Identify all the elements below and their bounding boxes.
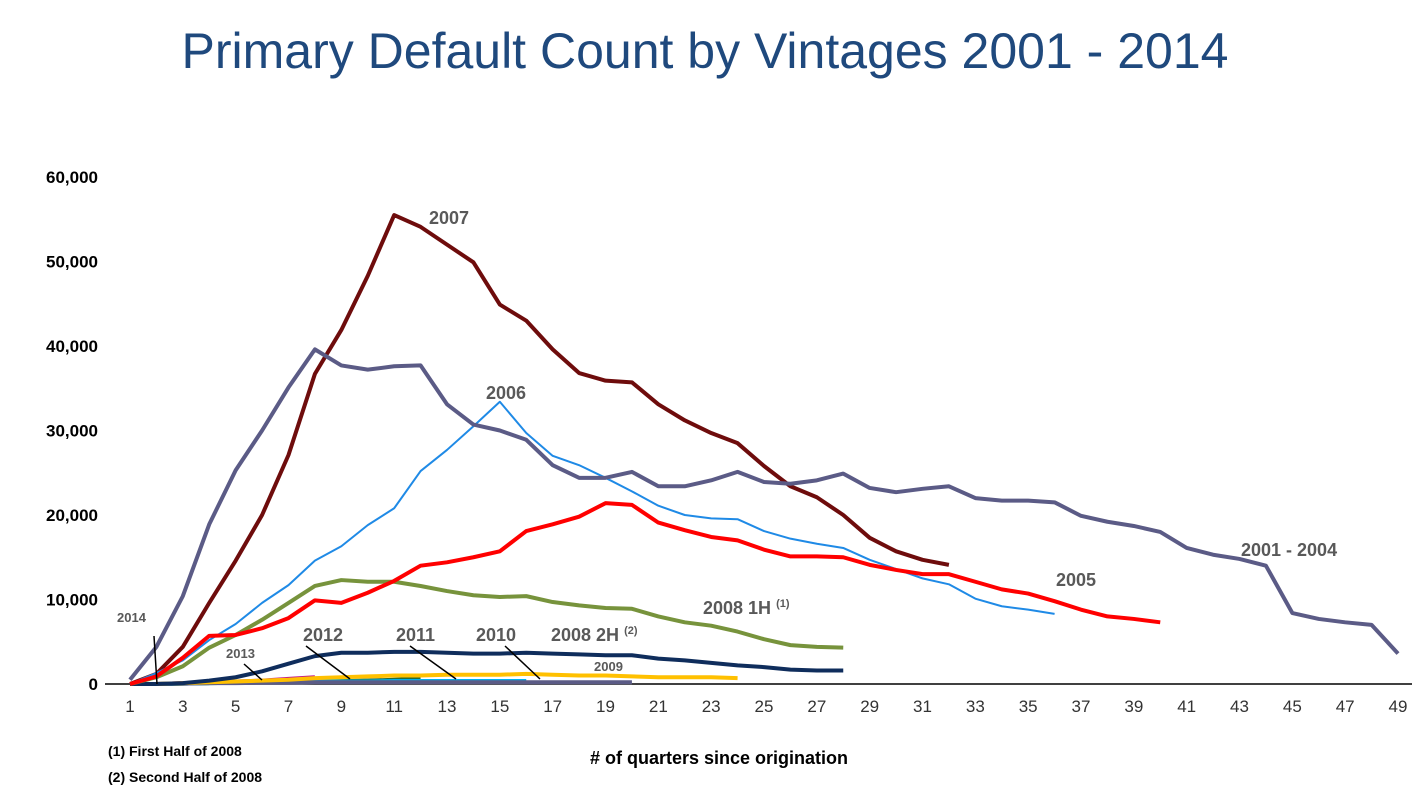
x-tick-label: 49 xyxy=(1389,697,1408,716)
x-tick-label: 11 xyxy=(385,697,403,716)
x-tick-label: 25 xyxy=(755,697,774,716)
series-line-2009 xyxy=(130,671,738,686)
series-line-2001-2004 xyxy=(128,347,1400,682)
x-axis-title: # of quarters since origination xyxy=(590,748,849,768)
label-pointer-line xyxy=(243,663,263,681)
x-tick-label: 29 xyxy=(860,697,879,716)
x-tick-label: 23 xyxy=(702,697,721,716)
chart-title: Primary Default Count by Vintages 2001 -… xyxy=(181,23,1229,79)
x-tick-label: 5 xyxy=(231,697,240,716)
series-line-2005 xyxy=(129,501,1161,686)
x-tick-label: 19 xyxy=(596,697,615,716)
series-label: 2008 2H (2) xyxy=(551,625,638,645)
series-label: 2013 xyxy=(226,646,255,661)
x-tick-label: 39 xyxy=(1124,697,1143,716)
x-tick-label: 43 xyxy=(1230,697,1249,716)
x-tick-label: 13 xyxy=(438,697,457,716)
x-tick-label: 41 xyxy=(1177,697,1196,716)
x-tick-label: 15 xyxy=(490,697,509,716)
series-label: 2005 xyxy=(1056,570,1096,590)
x-tick-label: 27 xyxy=(807,697,826,716)
y-tick-label: 0 xyxy=(89,675,98,694)
x-tick-label: 47 xyxy=(1336,697,1355,716)
x-tick-label: 9 xyxy=(337,697,346,716)
series-label: 2011 xyxy=(396,625,435,645)
x-tick-label: 35 xyxy=(1019,697,1038,716)
series-label: 2009 xyxy=(594,659,623,674)
y-tick-label: 20,000 xyxy=(46,506,98,525)
x-tick-label: 21 xyxy=(649,697,668,716)
series-line-2007 xyxy=(129,213,950,686)
footnote-1: (1) First Half of 2008 xyxy=(108,743,242,759)
x-tick-label: 37 xyxy=(1072,697,1091,716)
series-label: 2008 1H (1) xyxy=(703,598,790,618)
y-tick-label: 10,000 xyxy=(46,591,98,610)
y-tick-label: 60,000 xyxy=(46,168,98,187)
series-label: 2010 xyxy=(476,625,516,645)
x-tick-label: 17 xyxy=(543,697,562,716)
x-tick-label: 33 xyxy=(966,697,985,716)
label-pointer-line xyxy=(409,645,457,680)
y-tick-label: 40,000 xyxy=(46,337,98,356)
x-tick-label: 45 xyxy=(1283,697,1302,716)
label-pointer-line xyxy=(504,645,541,680)
series-label: 2012 xyxy=(303,625,343,645)
series-line-20082h xyxy=(130,649,844,686)
x-tick-label: 3 xyxy=(178,697,187,716)
x-tick-label: 1 xyxy=(125,697,134,716)
series-label: 2014 xyxy=(117,610,147,625)
series-label: 2006 xyxy=(486,383,526,403)
y-tick-label: 30,000 xyxy=(46,422,98,441)
x-tick-label: 31 xyxy=(913,697,932,716)
footnote-2: (2) Second Half of 2008 xyxy=(108,769,263,785)
series-line-20081h xyxy=(129,578,844,686)
x-tick-label: 7 xyxy=(284,697,293,716)
label-pointer-line xyxy=(305,645,351,680)
y-tick-label: 50,000 xyxy=(46,253,98,272)
series-label: 2001 - 2004 xyxy=(1241,540,1337,560)
series-label: 2007 xyxy=(429,208,469,228)
label-pointer-line xyxy=(153,635,158,685)
